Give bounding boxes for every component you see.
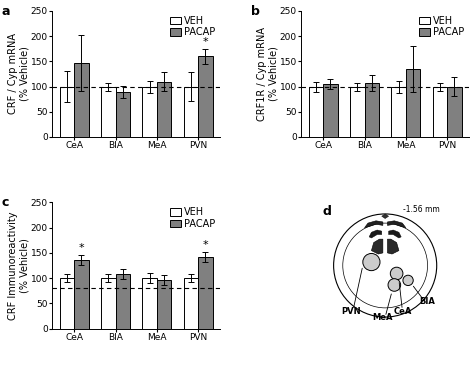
Circle shape (403, 275, 413, 285)
Bar (433, 87, 447, 137)
Bar (309, 87, 323, 137)
Text: MeA: MeA (373, 314, 393, 323)
Text: *: * (79, 243, 84, 253)
Bar (74, 261, 89, 328)
Bar (142, 278, 157, 328)
Legend: VEH, PACAP: VEH, PACAP (170, 16, 216, 37)
Text: *: * (203, 240, 208, 250)
Bar (406, 69, 420, 137)
Circle shape (388, 278, 401, 291)
Bar (365, 83, 379, 137)
Text: d: d (322, 205, 331, 218)
Bar (198, 56, 213, 137)
Legend: VEH, PACAP: VEH, PACAP (170, 207, 216, 229)
Polygon shape (365, 221, 383, 228)
Bar (184, 278, 198, 328)
Y-axis label: CRF1R / Cyp mRNA
(% Vehicle): CRF1R / Cyp mRNA (% Vehicle) (256, 27, 278, 121)
Bar (116, 92, 130, 137)
Text: *: * (203, 37, 208, 47)
Bar (157, 280, 172, 328)
Bar (392, 87, 406, 137)
Bar (350, 87, 365, 137)
Text: PVN: PVN (341, 307, 361, 316)
Bar (116, 274, 130, 328)
Bar (447, 87, 462, 137)
Bar (184, 87, 198, 137)
Text: a: a (2, 5, 10, 18)
Bar (101, 87, 116, 137)
Y-axis label: CRF Immunoreactivity
(% Vehicle): CRF Immunoreactivity (% Vehicle) (8, 211, 29, 320)
Polygon shape (387, 221, 406, 228)
Bar (142, 87, 157, 137)
Legend: VEH, PACAP: VEH, PACAP (419, 16, 465, 37)
Polygon shape (369, 230, 382, 238)
Bar (101, 278, 116, 328)
Polygon shape (389, 230, 401, 238)
Text: c: c (2, 196, 9, 209)
Polygon shape (387, 239, 399, 254)
Text: -1.56 mm: -1.56 mm (403, 205, 440, 214)
Bar (60, 87, 74, 137)
Bar (74, 63, 89, 137)
Y-axis label: CRF / Cyp mRNA
(% Vehicle): CRF / Cyp mRNA (% Vehicle) (8, 34, 29, 115)
Polygon shape (372, 239, 383, 254)
Circle shape (390, 267, 403, 280)
Bar (198, 257, 213, 328)
Bar (323, 84, 337, 137)
Text: CeA: CeA (393, 307, 411, 316)
Circle shape (363, 253, 380, 271)
Bar (60, 278, 74, 328)
Bar (157, 81, 172, 137)
Text: b: b (251, 5, 259, 18)
Polygon shape (382, 214, 389, 219)
Text: BIA: BIA (419, 297, 436, 307)
